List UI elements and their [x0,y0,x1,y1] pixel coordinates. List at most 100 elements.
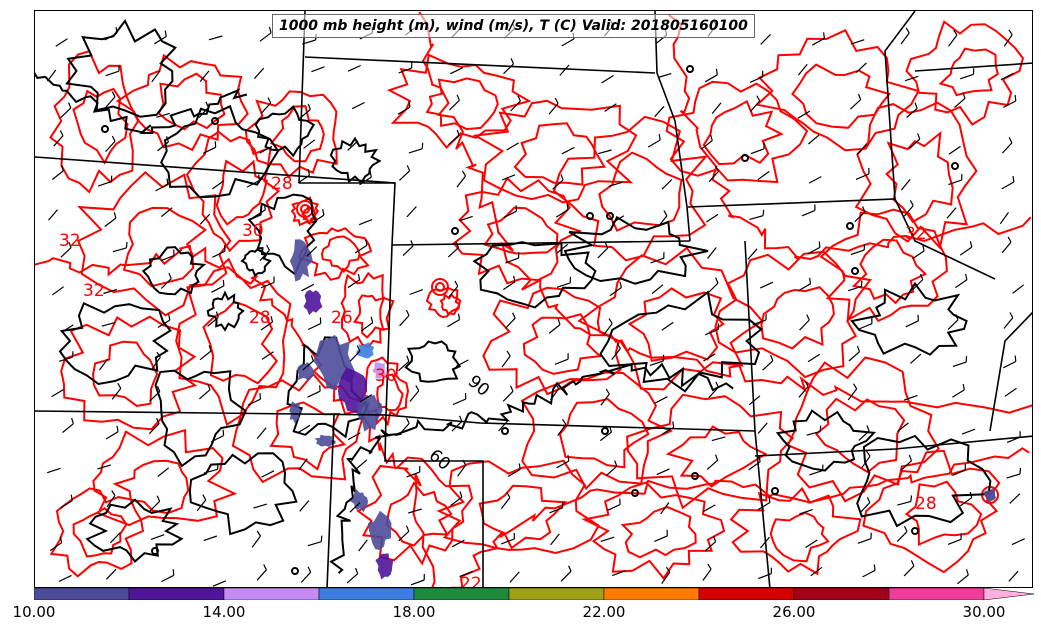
wind-barb-flag [410,240,414,247]
wind-barb-staff [97,464,112,470]
wind-barb-flag [268,26,272,33]
wind-barb-204 [247,393,261,406]
wind-barb-95 [808,176,822,184]
wind-barb-197 [910,353,922,364]
height-dot-7 [951,162,959,170]
wind-barb-205 [307,385,321,398]
wind-barb-158 [955,273,968,289]
wind-barb-staff [408,508,422,514]
wind-barb-20 [46,69,57,82]
wind-barb-staff [859,502,871,514]
wind-barb-299 [1011,538,1025,546]
wind-barb-staff [704,74,718,83]
wind-barb-staff [700,140,713,150]
wind-barb-93 [708,165,719,183]
wind-barb-staff [199,213,211,225]
wind-barb-45 [299,103,311,119]
wind-barb-staff [306,246,318,257]
temperature-contour-inner-21 [522,313,603,375]
wind-barb-flag [166,178,169,185]
wind-barb-186 [349,345,361,362]
wind-barb-staff [451,539,465,548]
wind-barb-staff [501,355,511,368]
wind-barb-189 [501,350,511,368]
wind-barb-staff [909,138,921,149]
wind-barb-staff [256,427,267,439]
wind-barb-flag [319,317,322,324]
wind-barb-staff [299,500,310,512]
wind-barb-flag [207,383,211,390]
wind-barb-278 [959,491,973,507]
temperature-label: 32 [83,281,105,301]
wind-barb-staff [654,105,665,118]
wind-barb-147 [409,289,424,296]
wind-barb-staff [261,351,274,360]
wind-barb-flag [856,345,861,352]
wind-barb-232 [661,421,675,436]
wind-barb-staff [203,468,218,474]
wind-barb-staff [808,134,820,145]
wind-barb-92 [661,179,673,190]
wind-barb-staff [560,570,572,582]
wind-barb-123 [212,245,226,258]
temperature-contour-1 [115,53,249,152]
temperature-contour-15 [754,29,920,152]
colorbar-bin-20-22 [508,588,605,600]
wind-barb-121 [112,241,128,253]
shaded-cell-11 [983,488,996,502]
wind-barb-flag [111,91,116,98]
wind-barb-flag [307,566,312,573]
wind-barb-flag [168,314,171,321]
wind-barb-staff [398,360,410,372]
wind-barb-staff [799,509,813,515]
temperature-contour-12 [452,176,583,285]
wind-barb-staff [557,423,567,437]
wind-barb-staff [597,247,609,259]
wind-barb-flag [266,244,270,251]
wind-barb-staff [1009,493,1021,504]
temperature-contour-inner-10 [425,77,499,131]
wind-barb-283 [203,535,218,542]
wind-barb-flag [568,565,572,572]
wind-barb-167 [399,309,410,327]
height-dot-11 [631,489,639,497]
wind-barb-75 [808,134,820,145]
wind-barb-flag [270,316,274,323]
wind-barb-2 [153,30,167,45]
wind-barb-112 [657,210,668,228]
wind-barb-staff [654,535,668,542]
wind-barb-staff [359,176,372,186]
wind-barb-162 [157,314,171,329]
colorbar [34,588,1035,600]
wind-barb-199 [1003,355,1017,369]
wind-barb-flag [819,425,822,432]
colorbar-bin-16-18 [318,588,415,600]
wind-barb-staff [850,39,865,45]
wind-barb-170 [548,318,561,334]
wind-barb-68 [448,129,460,146]
shaded-cell-5 [297,362,315,381]
wind-barb-staff [260,102,272,114]
wind-barb-38 [960,68,975,80]
height-dot-2 [451,227,459,235]
wind-barb-staff [554,358,569,365]
wind-barb-staff [256,569,267,581]
wind-barb-190 [554,353,569,365]
wind-barb-22 [151,70,161,83]
wind-barb-109 [503,205,518,219]
wind-barb-staff [58,574,72,583]
wind-barb-staff [900,178,911,191]
wind-barb-216 [847,383,858,401]
wind-barb-274 [757,496,771,511]
wind-barb-staff [106,495,116,508]
wind-barb-188 [455,359,469,368]
temperature-contour-inner-5 [92,340,159,407]
wind-barb-staff [506,142,520,151]
wind-barb-flag [457,313,461,320]
wind-barb-staff [561,38,575,47]
state-border-2 [299,182,756,432]
wind-barb-staff [702,504,716,513]
wind-barb-202 [149,385,161,402]
wind-barb-110 [555,203,569,218]
wind-barb-staff [661,426,675,436]
